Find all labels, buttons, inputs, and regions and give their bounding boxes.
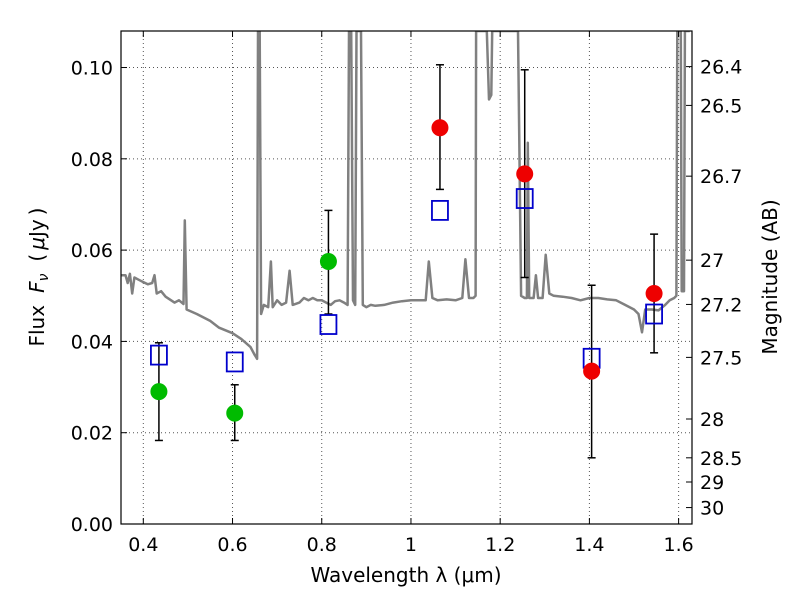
x-tick-label: 1.2 — [485, 534, 515, 556]
observed-circle-marker — [583, 362, 601, 380]
right-tick-label: 27 — [700, 250, 724, 272]
observed-circle-marker — [516, 165, 534, 183]
observed-circle-marker — [431, 119, 449, 137]
right-axis-title: Magnitude (AB) — [758, 199, 782, 354]
observed-circle-marker — [226, 404, 244, 422]
model-photometry-points — [150, 188, 663, 373]
model-square-marker — [645, 303, 663, 325]
x-tick-label: 0.6 — [217, 534, 247, 556]
right-tick-label: 27.5 — [700, 347, 742, 369]
right-tick-label: 30 — [700, 498, 724, 520]
model-square-marker — [431, 199, 449, 221]
x-tick-label: 1.4 — [574, 534, 604, 556]
right-tick-label: 26.4 — [700, 57, 742, 79]
observed-circle-marker — [645, 284, 663, 302]
x-axis-title: Wavelength λ (μm) — [310, 563, 501, 587]
plot-frame — [120, 30, 693, 525]
observed-photometry-points — [150, 119, 663, 422]
model-square-marker — [515, 188, 534, 209]
model-square-marker — [150, 344, 168, 366]
right-tick-label: 27.2 — [700, 294, 742, 316]
y-tick-label: 0.08 — [71, 149, 113, 171]
x-tick-label: 0.4 — [128, 534, 158, 556]
right-tick-label: 28.5 — [700, 448, 742, 470]
y-tick-label: 0.04 — [71, 331, 113, 353]
right-tick-label: 29 — [700, 472, 724, 494]
y-tick-label: 0.00 — [71, 514, 113, 536]
plot-area — [121, 31, 690, 459]
y-tick-label: 0.02 — [71, 423, 113, 445]
x-tick-label: 0.8 — [307, 534, 337, 556]
right-tick-label: 28 — [700, 409, 724, 431]
axis-ticks: 0.4 0.6 0.8 1 1.2 1.4 1.6 0.00 0.02 0.04 0.06 0.08 0… — [71, 31, 742, 556]
template-spectrum-line — [121, 31, 690, 361]
model-square-marker — [319, 314, 338, 335]
right-tick-label: 26.5 — [700, 95, 742, 117]
observed-circle-marker — [150, 383, 168, 401]
error-bars — [154, 64, 659, 459]
y-tick-label: 0.10 — [71, 58, 113, 80]
right-tick-label: 26.7 — [700, 166, 742, 188]
observed-circle-marker — [319, 253, 337, 271]
y-axis-title: FluxFν(μJy) — [25, 207, 52, 346]
x-tick-label: 1.6 — [664, 534, 694, 556]
y-tick-label: 0.06 — [71, 240, 113, 262]
x-tick-label: 1 — [405, 534, 417, 556]
model-square-marker — [225, 351, 244, 373]
grid-lines — [121, 31, 692, 525]
